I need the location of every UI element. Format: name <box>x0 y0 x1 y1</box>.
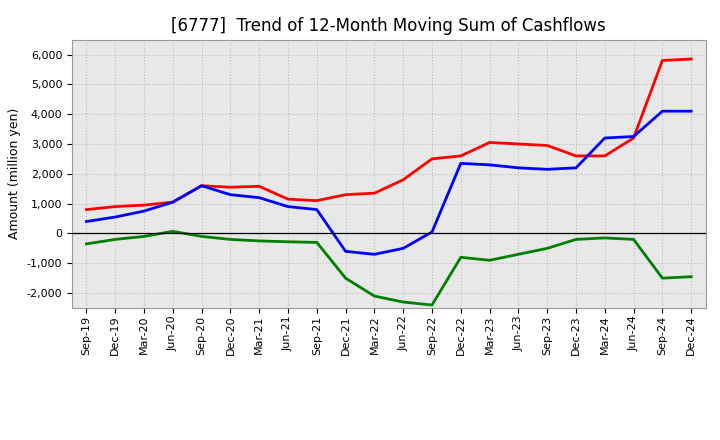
Operating Cashflow <box>226 184 235 190</box>
Investing Cashflow <box>341 275 350 281</box>
Operating Cashflow <box>284 197 292 202</box>
Investing Cashflow <box>284 239 292 245</box>
Operating Cashflow <box>111 204 120 209</box>
Free Cashflow <box>485 162 494 168</box>
Free Cashflow <box>82 219 91 224</box>
Title: [6777]  Trend of 12-Month Moving Sum of Cashflows: [6777] Trend of 12-Month Moving Sum of C… <box>171 17 606 35</box>
Line: Investing Cashflow: Investing Cashflow <box>86 231 691 305</box>
Free Cashflow <box>255 195 264 200</box>
Investing Cashflow <box>82 241 91 246</box>
Free Cashflow <box>629 134 638 139</box>
Operating Cashflow <box>341 192 350 197</box>
Operating Cashflow <box>456 153 465 158</box>
Investing Cashflow <box>485 258 494 263</box>
Investing Cashflow <box>687 274 696 279</box>
Investing Cashflow <box>600 235 609 241</box>
Free Cashflow <box>399 246 408 251</box>
Free Cashflow <box>572 165 580 170</box>
Free Cashflow <box>226 192 235 197</box>
Operating Cashflow <box>514 141 523 147</box>
Free Cashflow <box>140 209 148 214</box>
Investing Cashflow <box>456 255 465 260</box>
Investing Cashflow <box>312 240 321 245</box>
Investing Cashflow <box>111 237 120 242</box>
Investing Cashflow <box>514 252 523 257</box>
Free Cashflow <box>514 165 523 170</box>
Free Cashflow <box>312 207 321 212</box>
Operating Cashflow <box>687 56 696 62</box>
Line: Operating Cashflow: Operating Cashflow <box>86 59 691 209</box>
Operating Cashflow <box>197 183 206 188</box>
Free Cashflow <box>341 249 350 254</box>
Investing Cashflow <box>428 302 436 308</box>
Operating Cashflow <box>629 136 638 141</box>
Free Cashflow <box>543 167 552 172</box>
Operating Cashflow <box>658 58 667 63</box>
Free Cashflow <box>168 199 177 205</box>
Investing Cashflow <box>168 229 177 234</box>
Investing Cashflow <box>370 293 379 299</box>
Investing Cashflow <box>140 234 148 239</box>
Investing Cashflow <box>255 238 264 243</box>
Free Cashflow <box>370 252 379 257</box>
Operating Cashflow <box>399 177 408 183</box>
Investing Cashflow <box>543 246 552 251</box>
Investing Cashflow <box>399 299 408 304</box>
Free Cashflow <box>600 136 609 141</box>
Operating Cashflow <box>572 153 580 158</box>
Operating Cashflow <box>168 199 177 205</box>
Free Cashflow <box>456 161 465 166</box>
Investing Cashflow <box>658 275 667 281</box>
Operating Cashflow <box>600 153 609 158</box>
Operating Cashflow <box>312 198 321 203</box>
Operating Cashflow <box>82 207 91 212</box>
Investing Cashflow <box>572 237 580 242</box>
Operating Cashflow <box>428 156 436 161</box>
Free Cashflow <box>111 214 120 220</box>
Free Cashflow <box>687 109 696 114</box>
Free Cashflow <box>428 229 436 235</box>
Operating Cashflow <box>543 143 552 148</box>
Operating Cashflow <box>485 140 494 145</box>
Free Cashflow <box>197 183 206 188</box>
Y-axis label: Amount (million yen): Amount (million yen) <box>8 108 21 239</box>
Line: Free Cashflow: Free Cashflow <box>86 111 691 254</box>
Operating Cashflow <box>370 191 379 196</box>
Operating Cashflow <box>255 183 264 189</box>
Investing Cashflow <box>629 237 638 242</box>
Operating Cashflow <box>140 202 148 208</box>
Free Cashflow <box>284 204 292 209</box>
Free Cashflow <box>658 109 667 114</box>
Investing Cashflow <box>197 234 206 239</box>
Investing Cashflow <box>226 237 235 242</box>
